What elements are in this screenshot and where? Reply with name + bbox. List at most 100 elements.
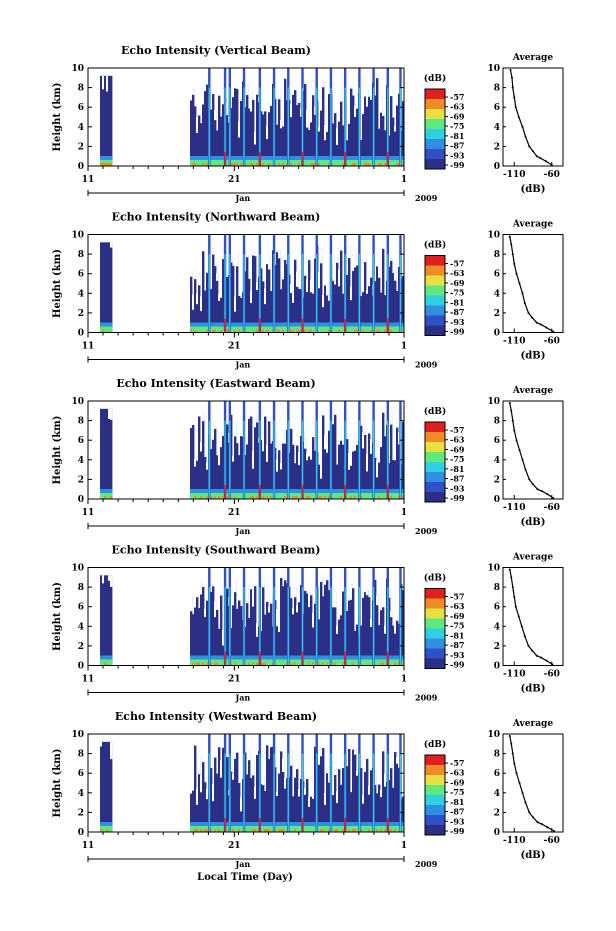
- y-tick-label: 2: [78, 475, 84, 485]
- heatmap-cell: [250, 659, 253, 666]
- profile-y-tick-label: 4: [494, 123, 500, 133]
- heatmap-cell: [374, 440, 377, 499]
- heatmap-cell: [312, 80, 315, 166]
- heatmap-cell: [354, 250, 357, 333]
- heatmap-cell: [194, 458, 197, 499]
- heatmap-cell: [236, 254, 239, 333]
- heatmap-cell: [296, 271, 299, 333]
- heatmap-cell: [104, 242, 107, 333]
- heatmap-cell: [382, 826, 385, 832]
- heatmap-cell: [224, 254, 226, 333]
- heatmap-cell: [340, 160, 343, 166]
- heatmap-cell: [260, 662, 263, 666]
- colorbar-tick-label: -99: [450, 493, 465, 503]
- heatmap-cell: [246, 85, 249, 96]
- heatmap-cell: [332, 659, 335, 666]
- heatmap-cell: [387, 485, 389, 499]
- heatmap-cell: [374, 826, 377, 832]
- heatmap-cell: [382, 744, 385, 752]
- heatmap-cell: [234, 758, 237, 832]
- profile-point: [535, 321, 538, 324]
- heatmap-cell: [304, 493, 307, 499]
- heatmap-cell: [312, 662, 315, 666]
- heatmap-cell: [298, 163, 301, 166]
- heatmap-cell: [259, 651, 261, 666]
- profile-y-tick-label: 4: [494, 456, 500, 466]
- heatmap-cell: [398, 431, 401, 445]
- heatmap-cell: [394, 266, 397, 281]
- profile-point: [517, 116, 520, 118]
- colorbar-tick-label: -93: [450, 816, 465, 826]
- heatmap-cell: [352, 441, 355, 499]
- heatmap-cell: [278, 444, 281, 451]
- heatmap-cell: [290, 284, 293, 293]
- heatmap-cell: [387, 254, 389, 333]
- heatmap-cell: [270, 160, 273, 166]
- heatmap-cell: [336, 791, 339, 804]
- heatmap-cell: [200, 774, 203, 793]
- heatmap-cell: [287, 753, 289, 832]
- heatmap-cell: [218, 294, 221, 333]
- heatmap-cell: [296, 160, 299, 166]
- heatmap-cell: [250, 93, 253, 166]
- heatmap-cell: [254, 256, 257, 333]
- profile-y-tick-label: 8: [494, 583, 500, 593]
- heatmap-cell: [298, 329, 301, 333]
- heatmap-cell: [234, 329, 237, 333]
- profile-point: [510, 409, 513, 412]
- heatmap-cell: [276, 160, 279, 166]
- heatmap-cell: [190, 270, 193, 333]
- profile-point: [518, 782, 521, 784]
- heatmap-cell: [334, 160, 337, 166]
- heatmap-cell: [378, 625, 381, 666]
- heatmap-cell: [229, 87, 231, 166]
- colorbar-tick-label: -57: [450, 92, 464, 102]
- heatmap-cell: [390, 260, 393, 333]
- heatmap-cell: [192, 294, 195, 310]
- profile-line: [509, 402, 554, 499]
- heatmap-cell: [362, 432, 365, 449]
- heatmap-cell: [301, 152, 304, 166]
- heatmap-cell: [196, 829, 199, 832]
- y-tick-label: 4: [78, 456, 84, 466]
- heatmap-cell: [354, 250, 357, 268]
- profile-point: [528, 478, 531, 481]
- heatmap-cell: [214, 266, 217, 333]
- heatmap-cell: [236, 752, 239, 832]
- heatmap-cell: [308, 797, 311, 807]
- heatmap-cell: [262, 434, 265, 452]
- heatmap-cell: [356, 94, 359, 109]
- heatmap-cell: [200, 441, 203, 452]
- colorbar-segment: [425, 815, 445, 826]
- heatmap-cell: [296, 826, 299, 832]
- heatmap-cell: [192, 425, 195, 499]
- heatmap-cell: [390, 96, 393, 166]
- heatmap-cell: [374, 95, 377, 166]
- colorbar-frame: [424, 88, 446, 170]
- profile-point: [528, 145, 531, 148]
- profile-x-tick-label: -60: [544, 170, 560, 180]
- heatmap-cell: [396, 659, 399, 666]
- profile-y-tick-label: 2: [494, 808, 500, 818]
- heatmap-cell: [278, 329, 281, 333]
- heatmap-cell: [194, 745, 197, 832]
- heatmap-cell: [196, 788, 199, 805]
- heatmap-cell: [266, 601, 269, 666]
- heatmap-cell: [294, 259, 297, 333]
- heatmap-cell: [259, 818, 261, 832]
- heatmap-cell: [378, 826, 381, 832]
- heatmap-cell: [356, 659, 359, 666]
- heatmap-cell: [278, 444, 281, 499]
- heatmap-cell: [338, 268, 341, 287]
- heatmap-cell: [340, 432, 343, 441]
- heatmap-cell: [396, 290, 399, 333]
- colorbar-tick-label: -63: [450, 601, 465, 611]
- heatmap-cell: [314, 746, 317, 832]
- heatmap-cell: [214, 496, 217, 499]
- heatmap-cell: [222, 826, 225, 832]
- heatmap-cell: [346, 262, 349, 275]
- heatmap-cell: [276, 493, 279, 499]
- heatmap-cell: [306, 826, 309, 832]
- heatmap-cell: [336, 659, 339, 666]
- heatmap-cell: [266, 125, 269, 166]
